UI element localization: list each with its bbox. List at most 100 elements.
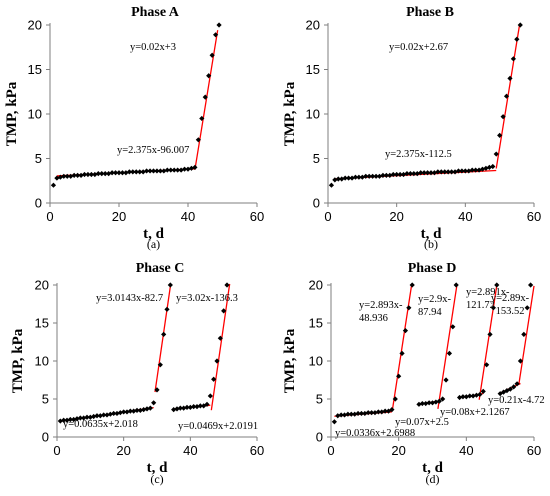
data-point [214,358,220,364]
data-point [446,350,453,356]
data-point [490,305,496,311]
data-point [137,169,143,175]
data-point [500,389,507,395]
data-point [206,73,212,79]
data-point [486,164,492,170]
x-axis-label: t, d [143,226,164,242]
data-point [389,407,395,413]
data-point [75,172,81,179]
data-point [119,170,126,176]
data-point [154,387,160,393]
data-point [84,414,90,420]
data-point [94,413,100,419]
trendline [478,285,498,400]
data-point [164,167,170,173]
trendline-equation: y=0.02x+3 [130,42,176,53]
data-point [157,362,163,368]
data-point [352,174,359,180]
data-point [195,137,201,143]
data-point [363,173,369,179]
data-point [345,411,351,417]
data-point [390,171,396,178]
data-point [211,376,217,382]
data-point [511,384,517,390]
y-tick-label: 10 [309,354,323,369]
data-point [342,175,348,181]
data-point [431,170,438,176]
data-point [394,171,400,178]
data-point [358,410,365,417]
data-point [402,328,409,334]
x-tick-label: 0 [327,443,334,458]
data-point [171,167,177,173]
data-point [453,282,459,288]
chart-panel-c: Phase C 0 5 10 15 20 0 20 40 60 t, d TMP, kPa y=3.01… [10,261,264,486]
data-point [463,394,469,400]
panel-label: (b) [424,237,438,251]
data-point [154,168,160,174]
y-tick-label: 5 [316,392,323,407]
x-tick-label: 0 [46,209,53,224]
data-point [480,388,486,394]
data-point [130,169,136,175]
data-point [64,173,70,179]
data-point [373,173,379,179]
data-point [112,170,119,176]
data-point [224,282,230,288]
chart-panel-b: Phase B 0 5 10 15 20 0 20 40 60 t, d TMP, kPa y=0.02… [282,5,541,251]
data-point [332,177,338,183]
data-point [161,331,167,337]
data-point [57,174,63,180]
data-point [392,396,398,402]
data-point [517,22,523,28]
data-point [91,413,97,420]
data-point [134,407,140,413]
y-tick-label: 20 [35,278,49,293]
data-point [507,75,513,81]
data-point [356,174,362,180]
panel-label: (d) [426,472,440,486]
data-point [497,132,503,138]
trendline-equation: y=0.0336x+2.6988 [335,428,415,439]
chart-panel-d: Phase D 0 5 10 15 20 0 20 40 60 t, d TMP, kPa y=2.89… [282,261,545,486]
y-axis-label: TMP, kPa [282,81,298,146]
data-point [352,411,358,417]
data-point [207,393,213,399]
data-point [341,412,348,418]
data-point [71,172,77,179]
data-point [500,114,506,120]
trendline-equation: y=0.0469x+2.0191 [178,421,258,432]
data-point [365,410,371,416]
data-point [419,400,425,407]
data-point [435,169,441,175]
data-point [456,394,463,401]
x-tick-label: 60 [250,209,264,224]
y-axis-label: TMP, kPa [282,328,298,393]
data-point [85,171,91,178]
data-point [184,404,190,410]
trendline-equation: y=2.375x-96.007 [117,145,189,156]
data-point [209,52,215,58]
data-point [490,163,496,170]
data-point [177,405,183,411]
trendline [194,30,219,170]
data-point [462,168,468,174]
data-point [487,331,493,337]
y-tick-label: 5 [35,151,42,166]
data-point [181,166,188,172]
data-point [406,305,412,311]
data-point [517,358,524,364]
data-point [477,391,483,398]
data-point [372,410,378,416]
data-point [67,416,73,423]
data-point [507,386,513,392]
data-point [379,409,385,415]
data-point [335,176,341,182]
data-point [366,173,372,179]
data-point [157,168,163,174]
data-point [217,335,223,341]
trendline-equation: y=2.89x-153.52 [491,293,530,317]
data-point [362,410,368,417]
data-point [459,168,465,174]
data-point [147,405,153,411]
